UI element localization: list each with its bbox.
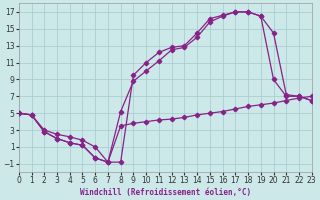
X-axis label: Windchill (Refroidissement éolien,°C): Windchill (Refroidissement éolien,°C) [80,188,251,197]
